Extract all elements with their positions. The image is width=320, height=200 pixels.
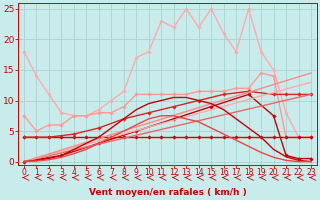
X-axis label: Vent moyen/en rafales ( km/h ): Vent moyen/en rafales ( km/h ): [89, 188, 246, 197]
